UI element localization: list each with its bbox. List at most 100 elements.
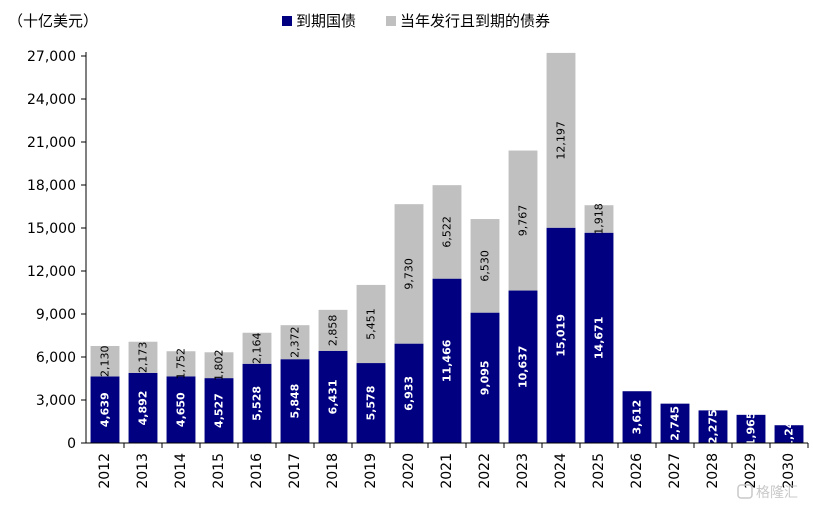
x-tick-label: 2027: [667, 453, 683, 489]
bar-issued-matured: [470, 219, 500, 313]
data-label-maturing: 15,019: [555, 314, 568, 356]
bar-maturing: [242, 363, 272, 443]
x-tick-label: 2016: [249, 453, 265, 489]
data-label-issued-matured: 1,918: [593, 203, 606, 235]
bar-issued-matured: [546, 52, 576, 228]
unit-label: （十亿美元）: [8, 12, 98, 30]
data-label-maturing: 14,671: [592, 317, 605, 359]
bar-issued-matured: [508, 150, 538, 291]
bar-maturing: [128, 372, 158, 443]
data-label-maturing: 11,466: [440, 339, 453, 382]
bar-issued-matured: [90, 345, 120, 377]
data-label-maturing: 6,933: [403, 376, 416, 411]
bar-issued-matured: [394, 204, 424, 344]
data-label-issued-matured: 2,372: [288, 326, 301, 358]
data-label-maturing: 2,275: [706, 409, 719, 444]
bar-maturing: [90, 376, 120, 443]
bar-maturing: [280, 359, 310, 443]
bar-issued-matured: [128, 341, 158, 373]
bar-maturing: [204, 378, 234, 443]
x-tick-label: 2019: [363, 453, 379, 489]
x-tick-label: 2017: [287, 453, 303, 489]
data-label-issued-matured: 1,802: [212, 349, 225, 381]
data-label-issued-matured: 2,173: [136, 342, 149, 374]
data-label-maturing: 4,527: [212, 393, 225, 428]
data-label-issued-matured: 9,767: [516, 205, 529, 237]
data-label-maturing: 4,639: [99, 392, 112, 427]
data-label-maturing: 4,650: [174, 392, 187, 427]
x-tick-label: 2012: [97, 453, 113, 489]
y-tick-label: 3,000: [36, 393, 76, 409]
x-tick-label: 2030: [781, 453, 797, 489]
y-tick-label: 9,000: [36, 307, 76, 323]
legend: 到期国债 当年发行且到期的债券: [282, 12, 550, 30]
bar-issued-matured: [584, 205, 614, 233]
bar-maturing: [546, 227, 576, 443]
bar-issued-matured: [280, 325, 310, 360]
data-label-maturing: 1,24: [783, 420, 796, 447]
y-tick-label: 21,000: [27, 135, 76, 151]
x-tick-label: 2020: [401, 453, 417, 489]
y-tick-label: 24,000: [27, 92, 76, 108]
y-tick-label: 6,000: [36, 350, 76, 366]
data-label-maturing: 4,892: [137, 391, 150, 426]
x-tick-label: 2014: [173, 453, 189, 489]
bar-maturing: [394, 343, 424, 443]
data-label-maturing: 10,637: [516, 346, 529, 388]
x-tick-label: 2018: [325, 453, 341, 489]
legend-label-maturing: 到期国债: [296, 12, 356, 30]
data-label-maturing: 6,431: [327, 380, 340, 415]
x-tick-label: 2024: [553, 453, 569, 489]
x-axis: 2012 2013 2014 2015 2016 2017 2018 2019 2020 2021…: [86, 442, 809, 489]
y-tick-label: 18,000: [27, 178, 76, 194]
y-tick-label: 0: [67, 436, 76, 452]
x-tick-label: 2029: [743, 453, 759, 489]
data-label-issued-matured: 1,752: [175, 348, 188, 380]
bar-maturing: [432, 278, 462, 443]
y-tick-label: 12,000: [27, 264, 76, 280]
y-tick-label: 27,000: [27, 49, 76, 65]
data-label-maturing: 9,095: [478, 360, 491, 395]
bar-maturing: [736, 414, 766, 443]
data-label-issued-matured: 2,164: [250, 333, 263, 365]
data-label-issued-matured: 9,730: [402, 258, 415, 290]
bar-maturing: [584, 232, 614, 443]
data-label-maturing: 3,612: [631, 400, 644, 435]
bar-issued-matured: [166, 351, 196, 377]
data-label-issued-matured: 2,858: [327, 315, 340, 347]
x-tick-label: 2022: [477, 453, 493, 489]
bar-maturing: [698, 410, 728, 443]
x-tick-label: 2023: [515, 453, 531, 489]
watermark: 格隆汇: [737, 484, 798, 501]
data-label-maturing: 5,578: [365, 386, 378, 421]
data-label-maturing: 2,745: [668, 406, 681, 441]
x-tick-label: 2025: [591, 453, 607, 489]
watermark-text: 格隆汇: [756, 485, 798, 501]
bar-maturing: [622, 391, 652, 443]
bar-issued-matured: [242, 332, 272, 364]
data-label-issued-matured: 6,530: [479, 250, 492, 282]
bar-maturing: [660, 403, 690, 443]
bars: 4,639 2,130 4,892 2,173 4,650 1,752 4,527 1,802…: [90, 52, 804, 448]
x-tick-label: 2013: [135, 453, 151, 489]
bar-issued-matured: [432, 185, 462, 279]
data-label-maturing: 5,528: [251, 386, 264, 421]
bar-issued-matured: [318, 309, 348, 351]
data-label-issued-matured: 12,197: [554, 121, 567, 160]
bar-maturing: [166, 376, 196, 443]
legend-label-issued-matured: 当年发行且到期的债券: [400, 12, 550, 30]
y-axis: 0 3,000 6,000 9,000 12,000 15,000 18,000 21,000…: [27, 49, 87, 452]
data-label-maturing: 1,965: [744, 412, 757, 447]
data-label-issued-matured: 2,130: [99, 345, 112, 377]
x-tick-label: 2015: [211, 453, 227, 489]
bar-maturing: [318, 350, 348, 443]
bar-maturing: [774, 425, 804, 443]
watermark-logo-icon: [737, 484, 753, 499]
data-label-issued-matured: 6,522: [441, 216, 454, 248]
data-label-issued-matured: 5,451: [365, 308, 378, 340]
x-tick-label: 2026: [629, 453, 645, 489]
bar-maturing: [356, 363, 386, 443]
bar-maturing: [508, 290, 538, 443]
legend-swatch-issued-matured: [386, 16, 396, 26]
